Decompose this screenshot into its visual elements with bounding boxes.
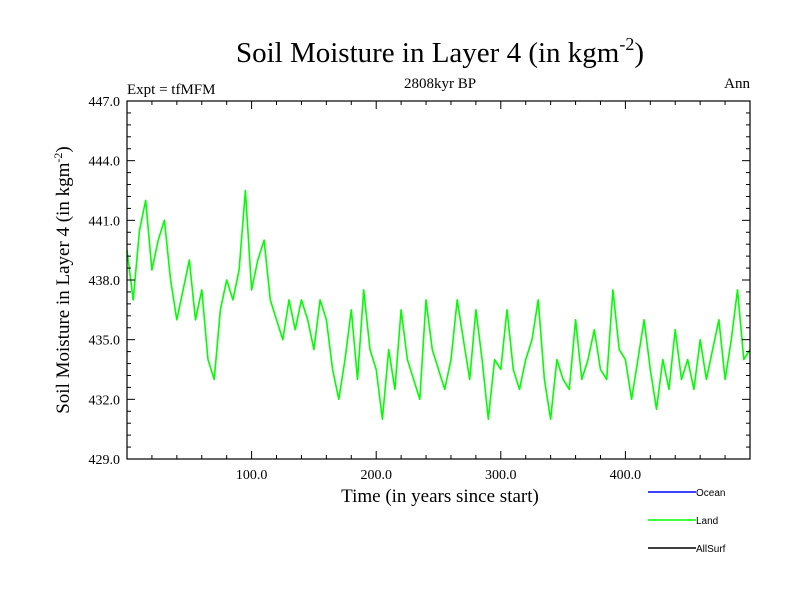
y-tick-label: 432.0 [89,393,121,408]
y-tick-label: 447.0 [89,95,121,110]
legend-label-land: Land [696,516,718,527]
y-tick-label: 429.0 [89,453,121,468]
x-tick-label: 300.0 [485,468,517,483]
legend: Ocean Land AllSurf [648,488,726,555]
x-tick-label: 200.0 [360,468,392,483]
x-tick-label: 100.0 [236,468,268,483]
series-line-land [126,189,751,421]
y-axis-label: Soil Moisture in Layer 4 (in kgm-2) [51,146,74,414]
season-label: Ann [724,76,750,92]
y-tick-label: 435.0 [89,334,121,349]
chart-subtitle: 2808kyr BP [404,76,476,92]
series-land [126,189,751,421]
x-tick-label: 400.0 [610,468,642,483]
y-tick-label: 441.0 [89,214,121,229]
experiment-label: Expt = tfMFM [127,82,215,98]
legend-label-ocean: Ocean [696,488,725,499]
tick-labels: 100.0 200.0 300.0 400.0 429.0 432.0 435.0 438.0… [89,95,642,483]
chart-title: Soil Moisture in Layer 4 (in kgm-2) [236,34,644,69]
y-tick-label: 444.0 [89,155,121,170]
legend-label-allsurf: AllSurf [696,544,726,555]
axis-ticks [127,100,750,460]
x-axis-label: Time (in years since start) [341,486,539,507]
y-tick-label: 438.0 [89,274,121,289]
